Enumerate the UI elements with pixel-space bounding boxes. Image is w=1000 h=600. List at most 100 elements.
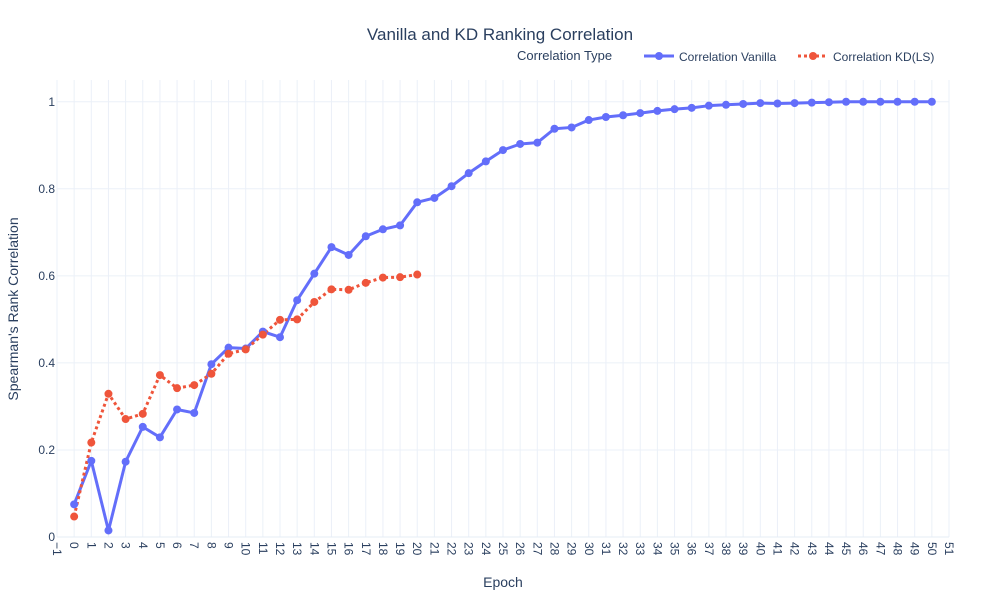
data-point[interactable] (293, 296, 302, 305)
data-point[interactable] (224, 349, 233, 358)
x-tick-label: 21 (427, 542, 441, 556)
data-point[interactable] (104, 389, 113, 398)
data-point[interactable] (155, 433, 164, 442)
data-point[interactable] (636, 109, 645, 118)
data-point[interactable] (859, 97, 868, 106)
data-point[interactable] (464, 169, 473, 178)
data-point[interactable] (87, 456, 96, 465)
data-point[interactable] (207, 369, 216, 378)
data-point[interactable] (807, 98, 816, 107)
data-point[interactable] (70, 500, 79, 509)
x-tick-label: 17 (359, 542, 373, 556)
data-point[interactable] (413, 270, 422, 279)
data-point[interactable] (224, 343, 233, 352)
data-point[interactable] (173, 384, 182, 393)
x-tick-label: 23 (462, 542, 476, 556)
data-point[interactable] (619, 111, 628, 120)
data-point[interactable] (173, 405, 182, 414)
legend-title: Correlation Type (517, 48, 612, 63)
data-point[interactable] (790, 99, 799, 108)
data-point[interactable] (276, 315, 284, 324)
data-point[interactable] (138, 409, 147, 418)
x-tick-label: 11 (256, 542, 270, 555)
data-point[interactable] (241, 345, 250, 354)
data-point[interactable] (138, 422, 147, 431)
legend-item-kd[interactable]: Correlation KD(LS) (798, 50, 934, 64)
data-point[interactable] (756, 99, 765, 108)
data-point[interactable] (516, 139, 525, 148)
data-point[interactable] (344, 250, 353, 259)
data-point[interactable] (396, 221, 405, 230)
data-point[interactable] (499, 146, 507, 155)
data-point[interactable] (739, 99, 748, 108)
y-tick-label: 0 (48, 530, 55, 544)
y-tick-label: 0.6 (38, 269, 55, 283)
legend-label-kd: Correlation KD(LS) (833, 50, 934, 64)
x-tick-label: 48 (891, 542, 905, 556)
legend-label-vanilla: Correlation Vanilla (679, 50, 776, 64)
x-tick-label: 40 (753, 542, 767, 556)
legend[interactable]: Correlation Type Correlation Vanilla Cor… (517, 48, 934, 64)
x-tick-label: 32 (616, 542, 630, 556)
x-tick-label: 28 (547, 542, 561, 556)
x-tick-label: 27 (530, 542, 544, 556)
data-point[interactable] (104, 526, 113, 535)
data-point[interactable] (344, 285, 353, 294)
data-point[interactable] (601, 112, 610, 121)
data-point[interactable] (121, 415, 130, 424)
data-point[interactable] (121, 457, 130, 466)
x-tick-label: 15 (324, 542, 338, 556)
data-point[interactable] (396, 273, 405, 282)
data-point[interactable] (567, 123, 576, 132)
data-point[interactable] (327, 285, 336, 294)
x-tick-label: 31 (599, 542, 613, 556)
data-point[interactable] (430, 193, 439, 202)
data-point[interactable] (533, 138, 542, 147)
data-point[interactable] (584, 116, 593, 125)
grid (56, 80, 950, 538)
data-point[interactable] (293, 315, 302, 324)
data-point[interactable] (687, 103, 696, 112)
data-point[interactable] (447, 182, 456, 191)
data-point[interactable] (413, 198, 422, 207)
data-point[interactable] (276, 333, 284, 342)
data-point[interactable] (927, 97, 936, 106)
data-point[interactable] (361, 278, 370, 287)
data-point[interactable] (842, 97, 851, 106)
data-point[interactable] (910, 97, 919, 106)
data-point[interactable] (155, 371, 164, 380)
data-point[interactable] (190, 408, 199, 417)
legend-item-vanilla[interactable]: Correlation Vanilla (644, 50, 776, 64)
x-tick-label: 44 (822, 542, 836, 556)
x-tick-label: 38 (719, 542, 733, 556)
data-point[interactable] (207, 360, 216, 369)
data-point[interactable] (87, 438, 96, 447)
x-tick-label: 12 (273, 542, 287, 556)
series-line-1 (72, 273, 418, 517)
data-point[interactable] (310, 269, 319, 278)
data-point[interactable] (550, 124, 559, 133)
x-tick-label: 42 (788, 542, 802, 556)
x-tick-label: 24 (479, 542, 493, 556)
data-point[interactable] (876, 97, 885, 106)
data-point[interactable] (824, 98, 833, 107)
data-point[interactable] (310, 297, 319, 306)
data-point[interactable] (190, 381, 199, 390)
data-point[interactable] (70, 512, 79, 521)
data-point[interactable] (704, 101, 713, 110)
data-point[interactable] (378, 225, 387, 234)
data-point[interactable] (481, 157, 490, 166)
data-point[interactable] (722, 100, 730, 109)
data-point[interactable] (327, 243, 336, 252)
x-tick-label: 30 (582, 542, 596, 556)
data-point[interactable] (378, 273, 387, 282)
data-point[interactable] (893, 97, 902, 106)
data-point[interactable] (773, 99, 782, 108)
data-point[interactable] (361, 232, 370, 241)
x-tick-label: 18 (376, 542, 390, 556)
y-tick-label: 0.8 (38, 182, 55, 196)
data-point[interactable] (670, 105, 679, 114)
data-point[interactable] (258, 330, 267, 339)
data-point[interactable] (653, 106, 662, 115)
